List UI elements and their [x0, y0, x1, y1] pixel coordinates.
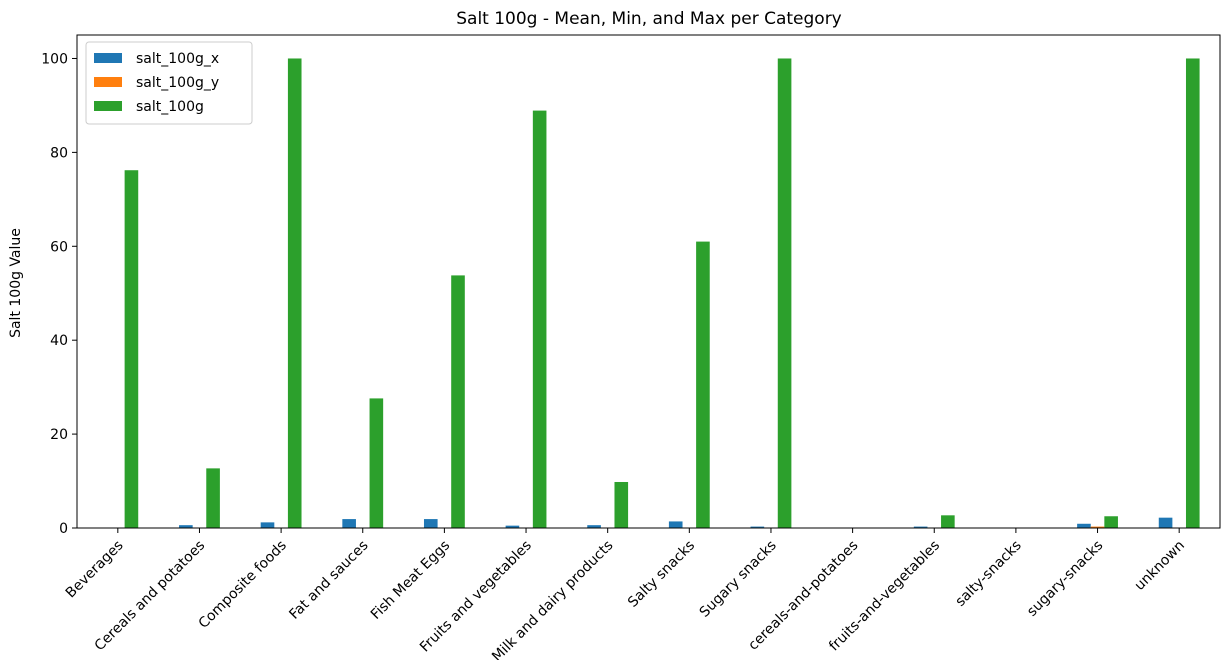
x-tick-label: salty-snacks [952, 538, 1024, 610]
bar-salt_100g-7 [696, 241, 710, 528]
y-tick-label: 80 [50, 145, 68, 161]
bar-salt_100g-13 [1185, 58, 1200, 528]
x-tick-label: Beverages [63, 538, 127, 602]
bars-group [97, 58, 1200, 528]
x-tick-label: Sugary snacks [697, 538, 780, 621]
bar-salt_100g_x-5 [505, 525, 520, 528]
legend-label-salt_100g_y: salt_100g_y [136, 75, 219, 91]
legend: salt_100g_x salt_100g_y salt_100g [85, 41, 253, 125]
bar-salt_100g-2 [287, 58, 302, 528]
x-tick-label: Fish Meat Eggs [368, 538, 453, 623]
x-tick-label: Composite foods [196, 538, 290, 632]
bar-salt_100g-0 [124, 170, 139, 528]
bar-salt_100g_y-12 [1090, 526, 1105, 528]
bar-salt_100g_x-8 [750, 526, 765, 528]
y-axis: 0 20 40 60 80 100 [41, 51, 77, 537]
x-tick-label: unknown [1132, 538, 1188, 594]
bar-salt_100g_x-12 [1077, 523, 1091, 528]
bar-salt_100g_x-2 [260, 522, 275, 528]
legend-label-salt_100g: salt_100g [136, 99, 204, 115]
bar-salt_100g_x-3 [342, 519, 356, 528]
plot-frame [76, 34, 1221, 529]
legend-swatch-salt_100g [94, 101, 122, 111]
bar-salt_100g_x-1 [179, 525, 193, 528]
y-axis-label: Salt 100g Value [8, 228, 24, 338]
x-tick-label: sugary-snacks [1024, 538, 1106, 620]
bar-salt_100g-12 [1104, 516, 1118, 528]
bar-salt_100g-4 [451, 275, 465, 528]
legend-box [85, 41, 253, 125]
y-tick-label: 40 [50, 333, 68, 349]
y-tick-label: 0 [59, 521, 68, 537]
x-tick-label: Salty snacks [625, 538, 698, 611]
bar-salt_100g_x-6 [587, 525, 601, 528]
bar-salt_100g-1 [206, 468, 220, 528]
bar-salt_100g_x-10 [913, 526, 928, 528]
bar-salt_100g-8 [777, 58, 792, 528]
y-tick-label: 60 [50, 239, 68, 255]
bar-salt_100g-6 [614, 481, 629, 528]
bar-salt_100g_x-4 [423, 519, 438, 528]
bar-salt_100g-5 [532, 110, 547, 528]
y-tick-label: 100 [41, 51, 68, 67]
bar-salt_100g-3 [369, 398, 384, 528]
x-tick-label: Fat and sauces [286, 538, 371, 623]
bar-salt_100g-10 [941, 515, 955, 528]
legend-label-salt_100g_x: salt_100g_x [136, 51, 219, 67]
y-tick-label: 20 [50, 427, 68, 443]
bar-salt_100g_x-13 [1158, 517, 1173, 528]
chart-title: Salt 100g - Mean, Min, and Max per Categ… [456, 9, 842, 29]
legend-swatch-salt_100g_x [94, 53, 122, 63]
bar-salt_100g_x-7 [668, 521, 683, 528]
legend-swatch-salt_100g_y [94, 77, 122, 87]
